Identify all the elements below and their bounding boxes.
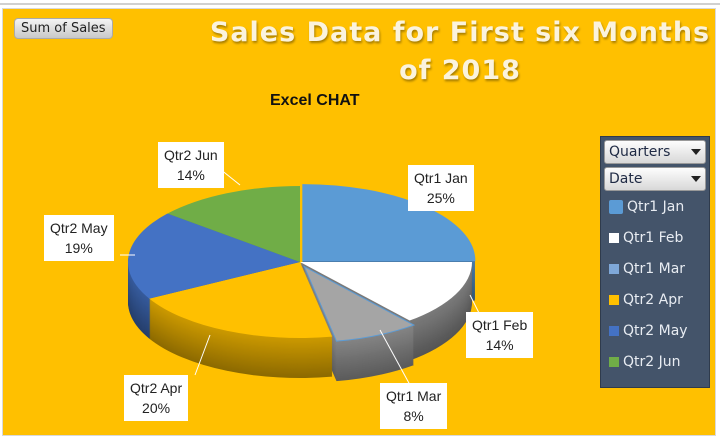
data-label-may: Qtr2 May 19% [44, 215, 114, 261]
data-label-jan: Qtr1 Jan 25% [408, 165, 474, 211]
pie-slice-qtr1-mar[interactable] [303, 265, 416, 342]
chevron-down-icon [691, 149, 701, 155]
legend-swatch [609, 356, 619, 367]
legend: Quarters Date Qtr1 Jan Qtr1 Feb Qtr1 Mar Qt… [600, 136, 710, 388]
leader-line [379, 329, 411, 386]
date-filter-dropdown[interactable]: Date [604, 167, 706, 191]
filter-label: Quarters [609, 144, 671, 160]
legend-swatch [609, 232, 619, 243]
pie-slice-qtr1-feb[interactable] [300, 262, 472, 321]
legend-item[interactable]: Qtr1 Mar [601, 253, 709, 284]
legend-label: Qtr1 Feb [623, 229, 684, 246]
sheet-edge [0, 3, 720, 5]
legend-item[interactable]: Qtr1 Jan [601, 191, 709, 222]
legend-label: Qtr2 Apr [623, 291, 683, 308]
quarters-filter-dropdown[interactable]: Quarters [604, 140, 706, 164]
data-label-jun: Qtr2 Jun 14% [158, 142, 224, 188]
pie-slice-qtr2-jun[interactable] [167, 186, 300, 262]
legend-swatch [609, 325, 619, 336]
chart-title: Sales Data for First six Months of 2018 [209, 17, 711, 86]
legend-label: Qtr2 May [623, 322, 688, 339]
pie-slice-qtr2-may[interactable] [128, 213, 300, 299]
chart-subtitle: Excel CHAT [270, 92, 360, 109]
legend-item[interactable]: Qtr1 Feb [601, 222, 709, 253]
legend-swatch [609, 199, 623, 214]
legend-swatch [609, 263, 619, 274]
legend-label: Qtr1 Mar [623, 260, 686, 277]
legend-label: Qtr2 Jun [623, 353, 681, 370]
sum-of-sales-field-button[interactable]: Sum of Sales [14, 18, 113, 39]
leader-line [469, 294, 481, 316]
legend-label: Qtr1 Jan [627, 198, 685, 215]
chevron-down-icon [691, 176, 701, 182]
leader-line [194, 334, 211, 376]
pie-slice-qtr2-apr[interactable] [149, 262, 333, 338]
data-label-mar: Qtr1 Mar 8% [380, 383, 448, 429]
legend-swatch [609, 294, 619, 305]
data-label-feb: Qtr1 Feb 14% [466, 312, 534, 358]
legend-item[interactable]: Qtr2 May [601, 315, 709, 346]
filter-label: Date [609, 171, 643, 187]
legend-item[interactable]: Qtr2 Jun [601, 346, 709, 377]
data-label-apr: Qtr2 Apr 20% [124, 375, 189, 421]
legend-item[interactable]: Qtr2 Apr [601, 284, 709, 315]
